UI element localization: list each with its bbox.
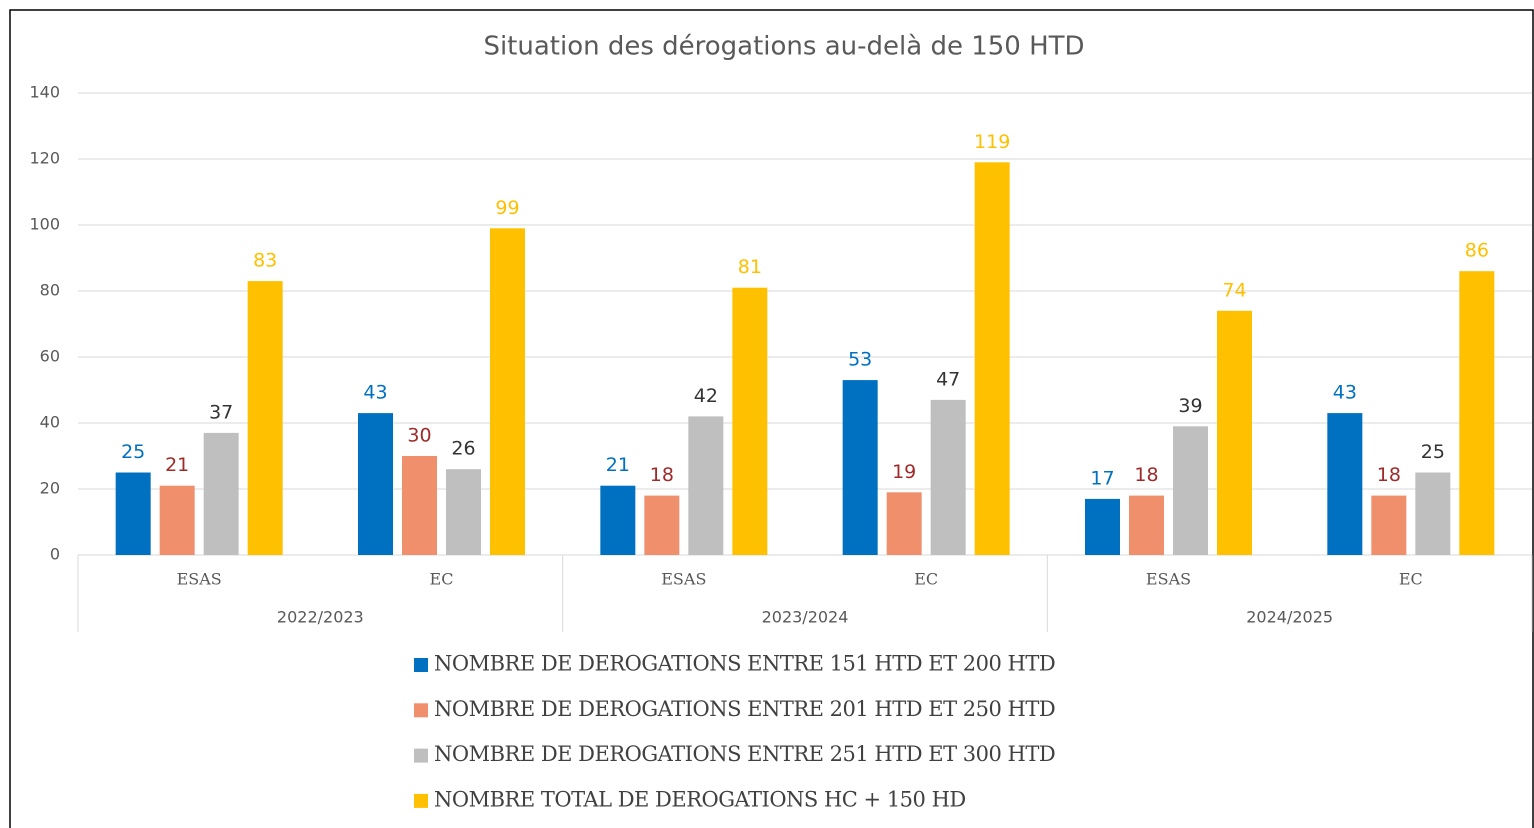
data-label: 74 bbox=[1222, 279, 1246, 301]
bar bbox=[1217, 310, 1252, 555]
x-tick-label: ESAS bbox=[661, 570, 706, 589]
data-label: 53 bbox=[848, 349, 872, 371]
y-tick-label: 0 bbox=[50, 545, 60, 564]
bar bbox=[159, 485, 195, 555]
x-tick-label: EC bbox=[430, 570, 454, 589]
bar bbox=[1327, 413, 1363, 555]
bar bbox=[1173, 426, 1208, 555]
data-label: 86 bbox=[1465, 240, 1489, 262]
bar bbox=[1459, 271, 1495, 555]
bar bbox=[490, 228, 525, 556]
legend-swatch bbox=[414, 658, 428, 672]
data-label: 18 bbox=[1377, 464, 1401, 486]
group-label: 2023/2024 bbox=[762, 608, 849, 627]
data-label: 25 bbox=[1421, 441, 1445, 463]
chart-border bbox=[9, 9, 1534, 828]
y-tick-label: 60 bbox=[40, 347, 60, 366]
bar bbox=[1371, 495, 1407, 555]
legend-label: NOMBRE TOTAL DE DEROGATIONS HC + 150 HD bbox=[434, 787, 966, 811]
legend-swatch bbox=[414, 748, 428, 763]
bar bbox=[247, 281, 283, 555]
data-label: 26 bbox=[451, 438, 475, 460]
bar bbox=[842, 380, 878, 555]
bar bbox=[974, 162, 1010, 556]
bar bbox=[600, 485, 636, 555]
bar bbox=[886, 492, 922, 555]
bar bbox=[644, 495, 680, 555]
group-label: 2024/2025 bbox=[1246, 608, 1333, 627]
bar bbox=[1415, 472, 1451, 555]
chart-title: Situation des dérogations au-delà de 150… bbox=[483, 32, 1084, 62]
bar bbox=[732, 287, 768, 555]
group-label: 2022/2023 bbox=[277, 608, 364, 627]
data-label: 81 bbox=[738, 256, 762, 278]
data-label: 21 bbox=[165, 454, 189, 476]
y-tick-label: 100 bbox=[29, 215, 60, 234]
legend-label: NOMBRE DE DEROGATIONS ENTRE 201 HTD ET 2… bbox=[434, 697, 1055, 721]
legend-label: NOMBRE DE DEROGATIONS ENTRE 151 HTD ET 2… bbox=[434, 652, 1055, 676]
data-label: 43 bbox=[1333, 382, 1357, 404]
data-label: 18 bbox=[1134, 464, 1158, 486]
data-label: 83 bbox=[253, 250, 277, 272]
data-label: 119 bbox=[974, 131, 1010, 153]
y-tick-label: 120 bbox=[29, 149, 60, 168]
data-label: 17 bbox=[1090, 467, 1114, 489]
data-label: 39 bbox=[1178, 395, 1202, 417]
bar bbox=[115, 472, 151, 555]
data-label: 43 bbox=[363, 382, 387, 404]
bar bbox=[1085, 498, 1120, 555]
data-label: 21 bbox=[606, 454, 630, 476]
data-label: 18 bbox=[650, 464, 674, 486]
legend-swatch bbox=[414, 703, 428, 718]
data-label: 99 bbox=[495, 197, 519, 219]
bar bbox=[446, 469, 481, 555]
y-tick-label: 20 bbox=[40, 479, 60, 498]
x-tick-label: EC bbox=[914, 570, 938, 589]
data-label: 42 bbox=[694, 385, 718, 407]
y-tick-label: 140 bbox=[29, 83, 60, 102]
x-tick-label: ESAS bbox=[177, 570, 222, 589]
data-label: 19 bbox=[892, 461, 916, 483]
bar bbox=[358, 413, 393, 555]
y-tick-label: 80 bbox=[40, 281, 60, 300]
x-tick-label: EC bbox=[1399, 570, 1423, 589]
bar bbox=[930, 399, 966, 555]
data-label: 37 bbox=[209, 401, 233, 423]
data-label: 47 bbox=[936, 368, 960, 390]
y-tick-label: 40 bbox=[40, 413, 60, 432]
bar bbox=[1129, 495, 1164, 555]
legend-swatch bbox=[414, 793, 428, 808]
legend-label: NOMBRE DE DEROGATIONS ENTRE 251 HTD ET 3… bbox=[434, 742, 1055, 766]
bar bbox=[688, 416, 724, 555]
bar bbox=[402, 456, 437, 555]
bar bbox=[203, 432, 239, 555]
data-label: 30 bbox=[407, 425, 431, 447]
data-label: 25 bbox=[121, 441, 145, 463]
x-tick-label: ESAS bbox=[1146, 570, 1191, 589]
